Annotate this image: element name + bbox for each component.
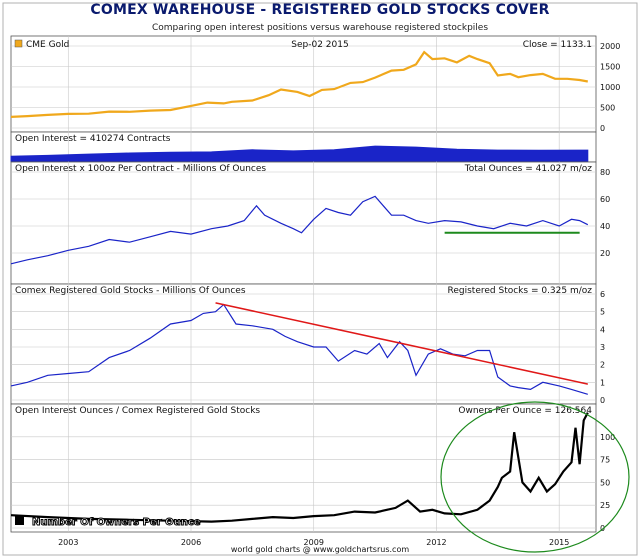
p5-y-tick-75: 75: [600, 456, 610, 465]
x-tick-label-2012: 2012: [426, 538, 446, 547]
p3-y-tick-40: 40: [600, 222, 610, 231]
gold-legend-label: CME Gold: [26, 40, 69, 50]
p5-y-tick-100: 100: [600, 433, 615, 442]
date-readout: Sep-02 2015: [291, 40, 348, 50]
open-interest-readout: Open Interest = 410274 Contracts: [15, 134, 171, 144]
highlight-ellipse: [440, 401, 630, 553]
panel-5-frame: [10, 403, 597, 533]
owners-per-ounce-line: [10, 412, 589, 523]
chart-subtitle: Comparing open interest positions versus…: [151, 23, 489, 33]
x-tick-label-2003: 2003: [58, 538, 78, 547]
registered-stocks-label: Comex Registered Gold Stocks - Millions …: [15, 286, 246, 296]
p4-y-tick-0: 0: [600, 396, 605, 405]
p1-y-tick-2000: 2000: [600, 42, 620, 51]
p1-y-tick-500: 500: [600, 104, 615, 113]
owners-per-ounce-readout: Owners Per Ounce = 126.564: [458, 406, 592, 416]
p5-y-tick-50: 50: [600, 478, 610, 487]
owners-legend-label: Number Of Owners Per Ounce: [32, 517, 201, 528]
footer-credit: world gold charts @ www.goldchartsrus.co…: [231, 545, 409, 554]
p1-y-tick-0: 0: [600, 124, 605, 133]
p3-y-tick-60: 60: [600, 195, 610, 204]
open-interest-area: [10, 145, 589, 162]
p4-y-tick-4: 4: [600, 325, 605, 334]
x-tick-label-2006: 2006: [181, 538, 201, 547]
p3-y-tick-80: 80: [600, 168, 610, 177]
p3-y-tick-20: 20: [600, 249, 610, 258]
x-tick-label-2009: 2009: [304, 538, 324, 547]
x-tick-label-2015: 2015: [549, 538, 569, 547]
p4-y-tick-5: 5: [600, 308, 605, 317]
registered-stocks-readout: Registered Stocks = 0.325 m/oz: [448, 286, 593, 296]
panel-3-frame: [10, 161, 597, 285]
total-ounces-line: [10, 195, 589, 265]
owners-per-ounce-label: Open Interest Ounces / Comex Registered …: [15, 406, 260, 416]
p4-y-tick-1: 1: [600, 378, 605, 387]
gold-legend-swatch: [14, 39, 23, 48]
p4-y-tick-3: 3: [600, 343, 605, 352]
total-ounces-label: Open Interest x 100oz Per Contract - Mil…: [15, 164, 266, 174]
p1-y-tick-1000: 1000: [600, 83, 620, 92]
registered-stocks-trend-line: [215, 302, 588, 385]
owners-legend-swatch: [15, 516, 24, 525]
gold-price-line: [10, 50, 588, 118]
panel-1-frame: [10, 35, 597, 133]
p1-y-tick-1500: 1500: [600, 63, 620, 72]
registered-stocks-line: [10, 303, 588, 395]
close-readout: Close = 1133.1: [523, 40, 592, 50]
p4-y-tick-6: 6: [600, 290, 605, 299]
p4-y-tick-2: 2: [600, 361, 605, 370]
p5-y-tick-25: 25: [600, 501, 610, 510]
total-ounces-readout: Total Ounces = 41.027 m/oz: [464, 164, 592, 174]
chart-title: COMEX WAREHOUSE - REGISTERED GOLD STOCKS…: [90, 2, 550, 18]
